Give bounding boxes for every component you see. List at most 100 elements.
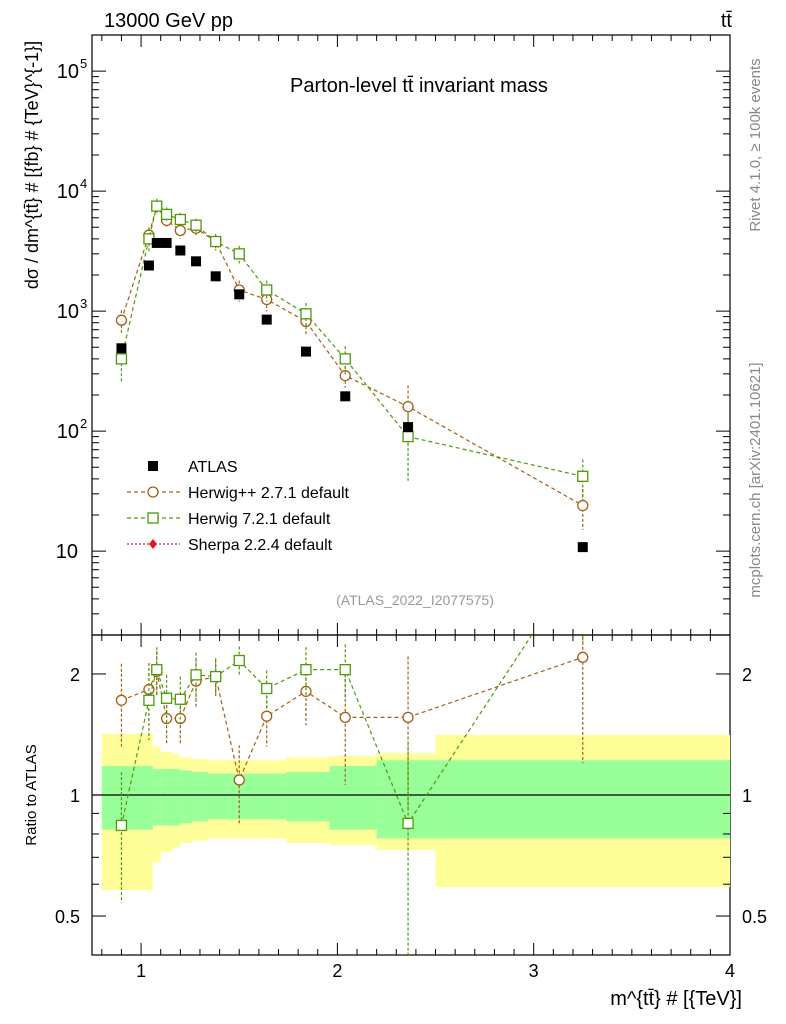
series-point: [339, 353, 351, 365]
legend-label: Sherpa 2.2.4 default: [188, 537, 333, 554]
series-point: [210, 235, 222, 248]
atlas-point: [175, 245, 186, 256]
ratio-point: [339, 664, 351, 676]
atlas-point: [234, 289, 245, 300]
ratio-point: [261, 710, 273, 722]
band-inner-bin: [207, 773, 232, 820]
atlas-point: [116, 343, 127, 354]
ratio-tick-label-right: 0.5: [742, 907, 767, 927]
series-point: [174, 224, 186, 237]
series-point: [115, 314, 128, 326]
ratio-point: [174, 693, 186, 705]
ratio-tick-label: 1: [70, 786, 80, 806]
ratio-tick-label: 0.5: [55, 907, 80, 927]
ratio-point: [190, 669, 202, 681]
y-tick-label: 10: [56, 541, 78, 563]
ratio-point: [210, 670, 222, 683]
y-axis-label: dσ / dm^{tt̄} # [{fb} # {TeV}^{-1}]: [22, 41, 42, 289]
chart-title: Parton-level tt̄ invariant mass: [290, 75, 548, 97]
ratio-tick-label: 2: [70, 665, 80, 685]
atlas-point: [161, 237, 172, 248]
y-tick-label: 10: [57, 61, 79, 83]
ratio-point: [261, 682, 273, 695]
band-inner-bin: [286, 772, 330, 822]
ratio-point: [402, 817, 414, 830]
atlas-point: [191, 256, 202, 267]
ratio-point: [577, 651, 589, 663]
series-point: [402, 400, 414, 413]
atlas-point: [300, 346, 311, 357]
atlas-point: [151, 237, 162, 248]
series-point: [577, 499, 589, 512]
legend-label: ATLAS: [188, 459, 238, 476]
atlas-point: [261, 314, 272, 325]
band-inner-bin: [172, 769, 181, 826]
atlas-point: [403, 422, 414, 433]
band-inner-bin: [145, 766, 153, 830]
mcplots-label: mcplots.cern.ch [arXiv:2401.10621]: [747, 362, 764, 597]
series-point: [115, 353, 128, 365]
x-tick-label: 2: [332, 961, 342, 981]
series-0: [115, 199, 589, 530]
series-point: [174, 213, 186, 226]
ratio-point: [160, 692, 173, 704]
y-tick-exponent: 4: [80, 176, 87, 191]
ratio-point: [160, 712, 173, 725]
ratio-point: [115, 694, 128, 706]
series-line: [120, 205, 583, 477]
ratio-series-1: [115, 552, 588, 955]
ratio-point: [339, 711, 351, 724]
data-points: [116, 237, 588, 553]
series-point: [577, 470, 589, 482]
atlas-point: [340, 391, 351, 402]
ratio-point: [233, 774, 245, 786]
ratio-point: [115, 819, 128, 832]
ratio-point: [151, 664, 163, 676]
ratio-point: [402, 711, 414, 724]
ratio-tick-label-right: 1: [742, 786, 752, 806]
y-tick-exponent: 3: [80, 296, 87, 311]
ratio-point: [578, 552, 588, 562]
x-tick-label: 1: [136, 961, 146, 981]
legend-label: Herwig++ 2.7.1 default: [188, 485, 350, 502]
series-point: [261, 284, 273, 296]
ratio-y-axis-label: Ratio to ATLAS: [23, 744, 40, 845]
series-point: [151, 200, 163, 212]
x-tick-label: 3: [529, 961, 539, 981]
band-inner-bin: [329, 766, 377, 830]
legend: ATLAS Herwig++ 2.7.1 default Herwig 7.2.1 …: [127, 459, 350, 554]
band-inner-bin: [435, 760, 730, 839]
series-1: [115, 198, 589, 502]
series-markers: [115, 198, 589, 955]
band-inner-bin: [160, 769, 173, 826]
series-point: [233, 248, 245, 260]
y-tick-exponent: 2: [80, 416, 87, 431]
process-label: 13000 GeV pp: [104, 10, 233, 32]
band-inner-bin: [254, 773, 287, 820]
atlas-point: [210, 271, 221, 282]
y-tick-label: 10: [57, 421, 79, 443]
series-point: [190, 219, 202, 231]
band-inner-bin: [180, 770, 193, 824]
x-axis-label: m^{tt̄} # [{TeV}]: [610, 988, 742, 1010]
legend-marker: [149, 539, 157, 549]
ratio-point: [143, 694, 155, 706]
legend-marker: [147, 486, 159, 498]
legend-marker: [147, 512, 159, 524]
series-point: [160, 208, 173, 221]
x-tick-label: 4: [725, 961, 735, 981]
band-inner-bin: [101, 766, 146, 830]
legend-marker-atlas: [148, 461, 158, 471]
y-tick-label: 10: [57, 301, 79, 323]
atlas-point: [577, 542, 588, 553]
series-point: [339, 369, 351, 382]
rivet-label: Rivet 4.1.0, ≥ 100k events: [747, 58, 764, 231]
ratio-point: [300, 664, 312, 676]
atlas-point: [143, 260, 154, 271]
tt-label: tt̄: [721, 10, 733, 32]
series-point: [300, 308, 312, 320]
ratio-point: [300, 685, 312, 698]
y-tick-exponent: 5: [80, 56, 87, 71]
